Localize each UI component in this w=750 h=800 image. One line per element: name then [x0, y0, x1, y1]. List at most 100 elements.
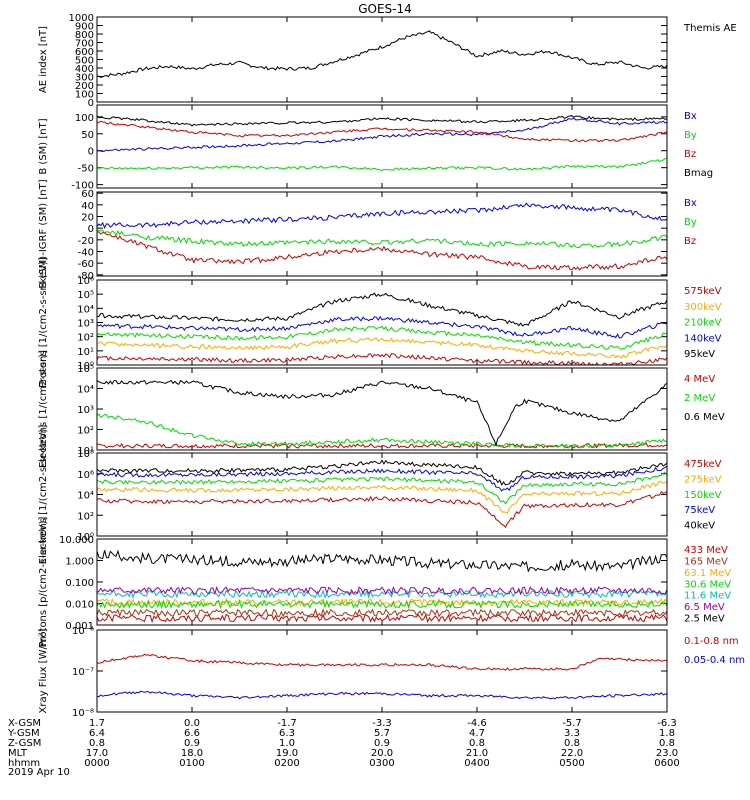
- legend-label: 2 MeV: [684, 393, 715, 404]
- series-line-140kev: [97, 315, 667, 339]
- ytick-label: 400: [75, 64, 94, 75]
- legend-label: Bmag: [684, 168, 713, 179]
- panel-8: 10⁻⁸ 10⁻⁷ 10⁻⁶ Xray Flux [W/m²] 0.1-0.8 nm 0.…: [38, 626, 745, 719]
- plot-frame: [96, 104, 668, 189]
- ytick-label: 0.100: [65, 578, 94, 589]
- ytick-label: 10¹: [77, 347, 94, 358]
- orbit-value: 0.8: [659, 738, 675, 749]
- series-line-bz: [97, 120, 667, 143]
- legend-label: 275keV: [684, 474, 722, 485]
- ytick-label: 0.001: [65, 621, 94, 632]
- series-line-575kev: [97, 353, 667, 365]
- orbit-value: -6.3: [657, 718, 677, 729]
- plot-frame: [96, 629, 668, 713]
- series-line-bx: [97, 202, 667, 229]
- series-line-themis-ae: [97, 30, 667, 78]
- orbit-value: 0300: [369, 758, 394, 769]
- ytick-label: 0.010: [65, 600, 94, 611]
- legend-label: 140keV: [684, 333, 722, 344]
- orbit-row-label: MLT: [8, 748, 28, 759]
- legend-label: 0.6 MeV: [684, 412, 725, 423]
- ytick-label: 10⁻⁸: [72, 708, 94, 719]
- orbit-value: 1.0: [279, 738, 295, 749]
- legend-label: 2.5 MeV: [684, 614, 725, 625]
- orbit-value: 4.7: [469, 728, 485, 739]
- legend-label: 300keV: [684, 302, 722, 313]
- orbit-value: 18.0: [181, 748, 203, 759]
- orbit-value: -4.6: [467, 718, 487, 729]
- ytick-label: -60: [78, 259, 94, 270]
- panel-7: 0.001 0.010 0.100 1.000 10.000 Protons [p/(cm…: [38, 517, 731, 648]
- orbit-value: 0500: [559, 758, 584, 769]
- ytick-label: 200: [75, 81, 94, 92]
- ytick-label: 10³: [77, 405, 94, 416]
- orbit-value: 0200: [274, 758, 299, 769]
- ytick-label: 40: [81, 201, 94, 212]
- legend-label: Bx: [684, 198, 697, 209]
- series-line-6-5-mev: [97, 585, 667, 596]
- legend-label: 6.5 MeV: [684, 602, 725, 613]
- legend-label: 4 MeV: [684, 374, 715, 385]
- ytick-label: 10⁻⁷: [72, 667, 94, 678]
- series-line-bx: [97, 117, 667, 153]
- ylabel: B (SM)-IGRF (SM) [nT]: [38, 179, 49, 288]
- legend-label: 150keV: [684, 490, 722, 501]
- series-line-bmag: [97, 115, 667, 127]
- orbit-value: 19.0: [276, 748, 298, 759]
- legend-label: 11.6 MeV: [684, 591, 731, 602]
- ytick-label: 10¹: [77, 446, 94, 457]
- ytick-label: 1.000: [65, 557, 94, 568]
- ytick-label: 900: [75, 22, 94, 33]
- orbit-row-label: Z-GSM: [8, 738, 41, 749]
- series-line-0-1-0-8-nm: [97, 653, 667, 671]
- series-line-bz: [97, 231, 667, 271]
- series-line-11-6-mev: [97, 589, 667, 600]
- ytick-label: 10⁻⁶: [72, 626, 94, 637]
- ytick-label: 0: [88, 98, 94, 109]
- ytick-label: 100: [75, 113, 94, 124]
- ytick-label: 10⁸: [77, 449, 94, 460]
- series-line-165-mev: [97, 608, 667, 618]
- ytick-label: 10⁶: [77, 470, 94, 481]
- orbit-row-label: X-GSM: [8, 718, 41, 729]
- ytick-label: -50: [78, 164, 94, 175]
- figure-title: GOES-14: [358, 2, 412, 16]
- series-line-40kev: [97, 459, 667, 486]
- ytick-label: 600: [75, 47, 94, 58]
- ytick-label: 10⁰: [77, 532, 94, 543]
- ytick-label: 10⁴: [77, 491, 94, 502]
- ytick-label: -40: [78, 248, 94, 259]
- ytick-label: -20: [78, 236, 94, 247]
- plot-frame: [96, 191, 668, 277]
- ytick-label: -80: [78, 271, 94, 282]
- legend-label: 0.05-0.4 nm: [684, 655, 745, 666]
- legend-label: 40keV: [684, 521, 715, 532]
- ylabel: Electrons [1/(cm2-s-sr-keV)]: [38, 425, 49, 565]
- orbit-value: 5.7: [374, 728, 390, 739]
- ytick-label: 10⁴: [77, 385, 94, 396]
- plot-frame: [96, 367, 668, 451]
- orbit-value: 0000: [84, 758, 109, 769]
- orbit-value: 17.0: [86, 748, 108, 759]
- plot-frame: [96, 16, 668, 103]
- orbit-value: -3.3: [372, 718, 392, 729]
- legend-label: Bz: [684, 236, 696, 247]
- orbit-value: 22.0: [561, 748, 583, 759]
- ytick-label: 10²: [77, 511, 94, 522]
- series-line-by: [97, 157, 667, 171]
- orbit-value: 0.0: [184, 718, 200, 729]
- legend-label: 210keV: [684, 318, 722, 329]
- orbit-value: 23.0: [656, 748, 678, 759]
- orbit-value: -1.7: [277, 718, 297, 729]
- legend-label: By: [684, 217, 697, 228]
- series-line-95kev: [97, 292, 667, 327]
- ytick-label: 10⁰: [77, 361, 94, 372]
- orbit-row-label: Y-GSM: [7, 728, 40, 739]
- ylabel: Electrons [1/(cm2-s-sr)]: [38, 350, 49, 468]
- orbit-value: -5.7: [562, 718, 582, 729]
- orbit-value: 6.4: [89, 728, 105, 739]
- orbit-value: 6.3: [279, 728, 295, 739]
- orbit-value: 0.9: [184, 738, 200, 749]
- series-line-150kev: [97, 471, 667, 505]
